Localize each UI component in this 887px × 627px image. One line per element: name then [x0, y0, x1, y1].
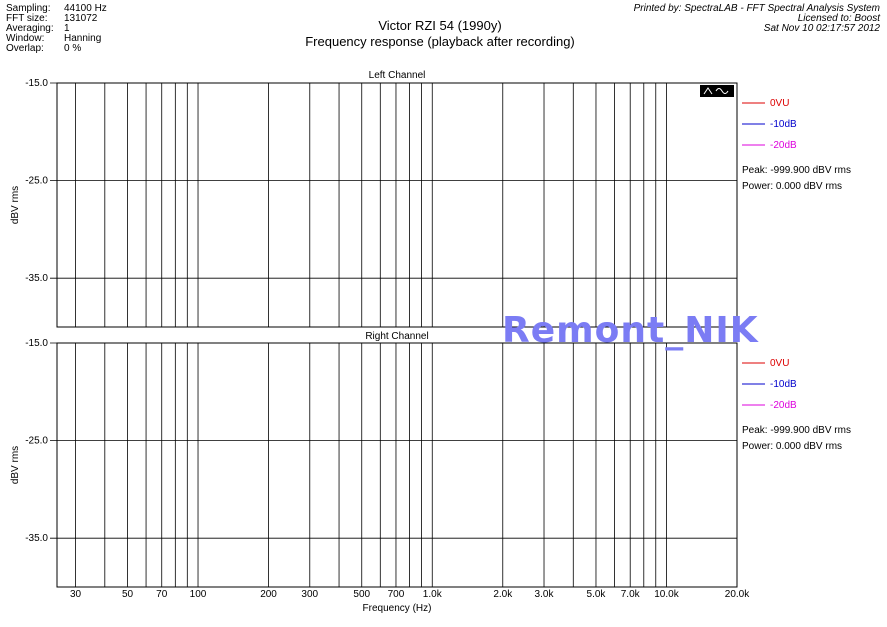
watermark: Remont_NIK [502, 310, 759, 351]
legend-entry: -20dB [770, 140, 797, 151]
y-axis-label: dBV rms [10, 186, 21, 224]
x-tick-label: 700 [388, 589, 405, 600]
legend-entry: 0VU [770, 98, 789, 109]
y-tick-label: -15.0 [25, 78, 48, 89]
param-row: FFT size: 131072 [6, 14, 107, 24]
x-tick-label: 7.0k [621, 589, 641, 600]
legend-entry: -10dB [770, 379, 797, 390]
y-tick-label: -15.0 [25, 338, 48, 349]
power-readout: Power: 0.000 dBV rms [742, 441, 842, 452]
y-tick-label: -25.0 [25, 436, 48, 447]
param-key: Sampling: [6, 3, 51, 14]
param-key: Window: [6, 33, 45, 44]
param-key: FFT size: [6, 13, 48, 24]
x-tick-label: 20.0k [725, 589, 750, 600]
panel-title: Right Channel [365, 331, 428, 342]
y-axis-label: dBV rms [10, 446, 21, 484]
peak-readout: Peak: -999.900 dBV rms [742, 425, 851, 436]
x-tick-label: 50 [122, 589, 134, 600]
power-readout: Power: 0.000 dBV rms [742, 181, 842, 192]
param-value: 1 [64, 23, 70, 34]
licensed-to: Licensed to: Boost [797, 13, 880, 24]
param-value: 131072 [64, 13, 98, 24]
spectrum-scope-icon-glyph [703, 87, 729, 95]
peak-readout: Peak: -999.900 dBV rms [742, 165, 851, 176]
chart-subtitle: Frequency response (playback after recor… [305, 34, 575, 49]
y-tick-label: -25.0 [25, 176, 48, 187]
x-tick-label: 30 [70, 589, 82, 600]
param-row: Window: Hanning [6, 34, 107, 44]
x-tick-label: 5.0k [587, 589, 607, 600]
printed-by: Printed by: SpectraLAB - FFT Spectral An… [633, 3, 880, 14]
measurement-params: Sampling: 44100 Hz FFT size: 131072 Averagin… [6, 4, 107, 54]
x-tick-label: 200 [260, 589, 277, 600]
x-tick-label: 2.0k [493, 589, 513, 600]
x-tick-label: 10.0k [654, 589, 679, 600]
plot-frame [56, 82, 738, 328]
x-axis-label: Frequency (Hz) [363, 603, 432, 614]
legend-entry: 0VU [770, 358, 789, 369]
param-key: Averaging: [6, 23, 54, 34]
param-row: Sampling: 44100 Hz [6, 4, 107, 14]
chart-title: Victor RZI 54 (1990y) [378, 18, 502, 33]
x-tick-label: 3.0k [535, 589, 555, 600]
legend-entry: -10dB [770, 119, 797, 130]
spectrum-scope-icon [700, 85, 734, 97]
param-value: Hanning [64, 33, 102, 44]
y-tick-label: -35.0 [25, 273, 48, 284]
print-info: Printed by: SpectraLAB - FFT Spectral An… [634, 4, 880, 34]
param-key: Overlap: [6, 43, 44, 54]
param-row: Overlap: 0 % [6, 44, 107, 54]
x-tick-label: 500 [353, 589, 370, 600]
legend-entry: -20dB [770, 400, 797, 411]
plot-frame [56, 342, 738, 588]
param-value: 44100 Hz [64, 3, 107, 14]
print-date: Sat Nov 10 02:17:57 2012 [763, 23, 880, 34]
x-tick-label: 70 [156, 589, 168, 600]
x-tick-label: 1.0k [423, 589, 443, 600]
x-tick-label: 300 [301, 589, 318, 600]
param-value: 0 % [64, 43, 82, 54]
panel-title: Left Channel [369, 70, 426, 81]
param-row: Averaging: 1 [6, 24, 107, 34]
y-tick-label: -35.0 [25, 533, 48, 544]
x-tick-label: 100 [190, 589, 207, 600]
